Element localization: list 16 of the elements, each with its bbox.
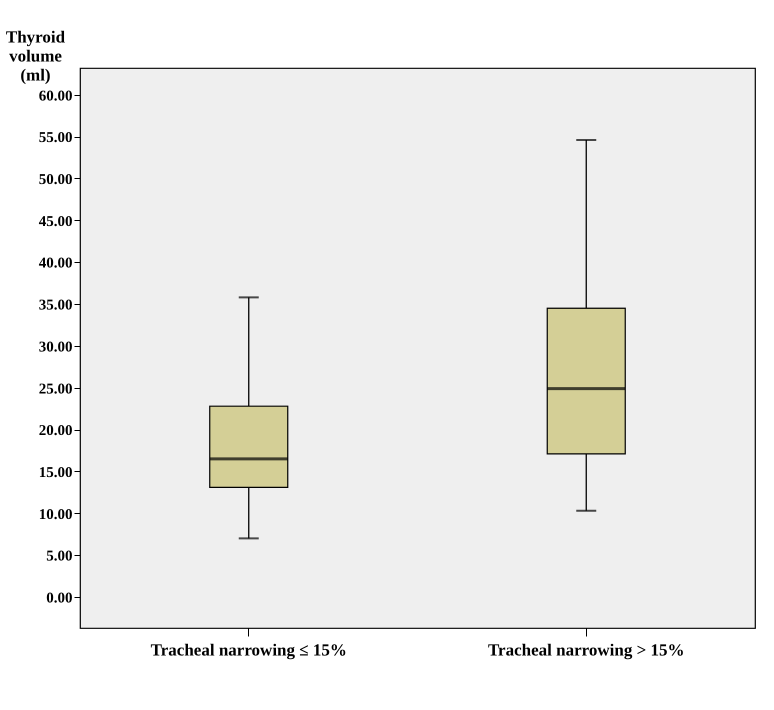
y-tick-label: 35.00 xyxy=(38,298,72,314)
y-tick-label: 45.00 xyxy=(38,214,72,230)
y-tick-label: 25.00 xyxy=(38,381,72,398)
y-tick-label: 50.00 xyxy=(38,172,72,188)
y-tick-label: 10.00 xyxy=(38,506,72,523)
y-axis-title: Thyroid volume (ml) xyxy=(6,28,66,84)
y-tick-label: 55.00 xyxy=(38,130,72,146)
y-tick-label: 5.00 xyxy=(46,548,72,565)
y-tick-label: 40.00 xyxy=(38,256,72,272)
y-tick-label: 60.00 xyxy=(38,88,72,104)
y-tick-label: 15.00 xyxy=(38,464,72,481)
y-tick-label: 0.00 xyxy=(46,590,72,607)
x-tick-label: Tracheal narrowing > 15% xyxy=(488,640,685,660)
y-tick-label: 30.00 xyxy=(38,339,72,356)
x-tick-label: Tracheal narrowing ≤ 15% xyxy=(150,640,347,660)
y-tick-label: 20.00 xyxy=(38,423,72,440)
